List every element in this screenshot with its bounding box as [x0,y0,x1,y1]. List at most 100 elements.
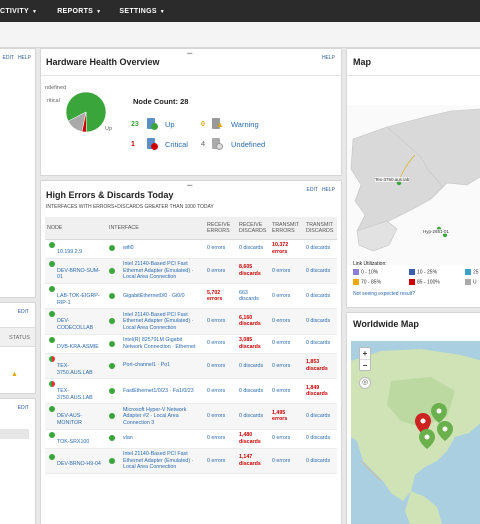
edit-link[interactable]: EDIT [17,309,29,315]
stat-warning-label: Warning [231,119,259,129]
pie-slice-undefined[interactable] [67,111,87,132]
stat-up[interactable]: 23 Up [131,117,175,131]
interface-link[interactable]: Microsoft Hyper-V Network Adapter #2 · L… [123,406,187,426]
edit-link[interactable]: EDIT [306,187,318,193]
cell-interface[interactable]: Intel 21140-Based PCI Fast Ethernet Adap… [107,258,205,285]
stat-undefined[interactable]: 4 Undefined [201,137,265,151]
cell-transmit-errors: 0 errors [270,258,304,285]
table-row[interactable]: DEV-AUS-MONITOR Microsoft Hyper-V Network… [45,403,337,430]
cell-receive-discards: 3,085 discards [237,334,270,354]
cell-transmit-discards: 0 discards [304,258,337,285]
cell-transmit-errors: 10,372 errors [270,239,304,259]
interface-link[interactable]: FastEthernet1/0/23 · Fa1/0/23 [123,387,194,394]
table-row[interactable]: 10.199.2.9 wifi0 0 errors 0 discards 10,372 … [45,239,337,259]
map-marker-up[interactable] [419,429,435,449]
cell-interface[interactable]: Intel 21140-Based PCI Fast Ethernet Adap… [107,308,205,335]
left-panel-top: EDIT HELP [0,48,36,298]
map-node-label[interactable]: Hyp-2651-01 [423,229,450,234]
node-link[interactable]: LAB-TOK-EIGRP-RIP-1 [57,293,100,306]
cell-node[interactable]: DEV-BRNO-H9-04 [45,448,107,474]
node-link[interactable]: TEX-3750.AUS.LAB [57,388,93,401]
cell-node[interactable]: TOK-SRX100 [45,429,107,449]
edit-link[interactable]: EDIT [2,55,14,61]
worldwide-map[interactable] [351,341,480,524]
zoom-in-button[interactable]: + [360,348,370,360]
interface-link[interactable]: wifi0 [123,245,134,251]
interface-link[interactable]: Port-channel1 · Po1 [123,362,171,369]
cell-receive-errors: 0 errors [205,448,237,474]
locate-icon[interactable]: ◎ [359,377,371,389]
cell-interface[interactable]: Intel 21140-Based PCI Fast Ethernet Adap… [107,448,205,474]
cell-interface[interactable]: Port-channel1 · Po1 [107,353,205,380]
table-row[interactable]: TOK-SRX100 vlan 0 errors 1,480 discards 0 er… [45,429,337,449]
table-row[interactable]: DVB-KRA-ASMIE Intel(R) 82579LM Gigabit Ne… [45,334,337,354]
cell-node[interactable]: LAB-TOK-EIGRP-RIP-1 [45,283,107,310]
stat-critical[interactable]: 1 Critical [131,137,188,151]
cell-receive-errors: 0 errors [205,378,237,405]
node-link[interactable]: DEV-BRNO-H9-04 [57,460,101,467]
map-node-label[interactable]: Tex-3750.aus.lab [375,177,410,182]
interface-link[interactable]: Intel 21140-Based PCI Fast Ethernet Adap… [123,311,194,331]
cell-node[interactable]: 10.199.2.9 [45,239,107,259]
table-row[interactable]: DEV-CODECOLLAB Intel 21140-Based PCI Fast… [45,308,337,335]
interface-link[interactable]: Intel 21140-Based PCI Fast Ethernet Adap… [123,261,194,281]
table-row[interactable]: LAB-TOK-EIGRP-RIP-1 GigabitEthernet0/0 · … [45,283,337,310]
table-row[interactable]: DEV-BRNO-H9-04 Intel 21140-Based PCI Fast… [45,448,337,474]
table-row[interactable]: TEX-3750.AUS.LAB Port-channel1 · Po1 0 err… [45,353,337,380]
cell-node[interactable]: TEX-3750.AUS.LAB [45,378,107,405]
cell-interface[interactable]: wifi0 [107,239,205,259]
drag-handle-icon[interactable]: ▪▪▪▪ [187,183,193,189]
value-text: 0 errors [207,340,226,347]
interface-link[interactable]: vlan [123,435,133,442]
network-map[interactable] [347,105,480,265]
stat-warning[interactable]: 0 ▲ Warning [201,117,259,131]
cell-node[interactable]: DEV-BRNO-SUM-01 [45,258,107,285]
help-link[interactable]: HELP [321,55,335,61]
column-header-transmit-errors[interactable]: TRANSMIT ERRORS [270,217,304,240]
zoom-out-button[interactable]: − [362,361,368,370]
nav-settings[interactable]: SETTINGS ▼ [119,7,166,15]
help-link[interactable]: HELP [321,187,335,193]
value-text: 0 discards [306,267,331,274]
value-text: 0 discards [306,340,331,347]
column-header-interface[interactable]: INTERFACE [107,217,205,240]
node-link[interactable]: TEX-3750.AUS.LAB [57,362,93,376]
interface-link[interactable]: GigabitEthernet0/0 · Gi0/0 [123,292,185,299]
interface-link[interactable]: Intel 21140-Based PCI Fast Ethernet Adap… [123,450,194,471]
map-marker-up[interactable] [431,403,447,423]
column-header-transmit-discards[interactable]: TRANSMIT DISCARDS [304,217,337,240]
cell-interface[interactable]: Microsoft Hyper-V Network Adapter #2 · L… [107,403,205,430]
legend-item: 10 - 25% [409,269,465,275]
node-link[interactable]: TOK-SRX100 [57,438,90,445]
cell-node[interactable]: DEV-CODECOLLAB [45,308,107,335]
cell-interface[interactable]: Intel(R) 82579LM Gigabit Network Connect… [107,334,205,354]
worldwide-map-panel: Worldwide Map + − ◎ [346,312,480,524]
nav-reports[interactable]: REPORTS ▼ [57,7,102,15]
column-header-node[interactable]: NODE [45,217,107,240]
node-link[interactable]: DEV-BRNO-SUM-01 [57,267,100,281]
column-header-receive-discards[interactable]: RECEIVE DISCARDS [237,217,270,240]
cell-node[interactable]: DEV-AUS-MONITOR [45,403,107,430]
node-link[interactable]: DEV-AUS-MONITOR [57,413,83,426]
cell-node[interactable]: DVB-KRA-ASMIE [45,334,107,354]
cell-interface[interactable]: GigabitEthernet0/0 · Gi0/0 [107,283,205,310]
nav-activity[interactable]: CTIVITY ▼ [0,7,38,15]
map-marker-up[interactable] [437,421,453,441]
table-row[interactable]: DEV-BRNO-SUM-01 Intel 21140-Based PCI Fas… [45,258,337,285]
table-row[interactable]: TEX-3750.AUS.LAB FastEthernet1/0/23 · Fa1… [45,378,337,405]
cell-receive-errors: 0 errors [205,308,237,335]
node-link[interactable]: DEV-CODECOLLAB [57,318,94,331]
cell-node[interactable]: TEX-3750.AUS.LAB [45,353,107,380]
node-link[interactable]: DVB-KRA-ASMIE [57,343,99,350]
help-link[interactable]: HELP [17,55,31,61]
column-header-receive-errors[interactable]: RECEIVE ERRORS [205,217,237,240]
value-text: 1,147 discards [239,454,261,467]
edit-link[interactable]: EDIT [17,405,29,411]
cell-interface[interactable]: FastEthernet1/0/23 · Fa1/0/23 [107,378,205,405]
not-seeing-expected-link[interactable]: Not seeing expected result? [353,291,415,297]
drag-handle-icon[interactable]: ▪▪▪▪ [187,51,193,57]
cell-interface[interactable]: vlan [107,429,205,449]
stat-undefined-label: Undefined [231,139,266,149]
node-link[interactable]: 10.199.2.9 [57,248,83,255]
interface-link[interactable]: Intel(R) 82579LM Gigabit Network Connect… [123,337,196,350]
